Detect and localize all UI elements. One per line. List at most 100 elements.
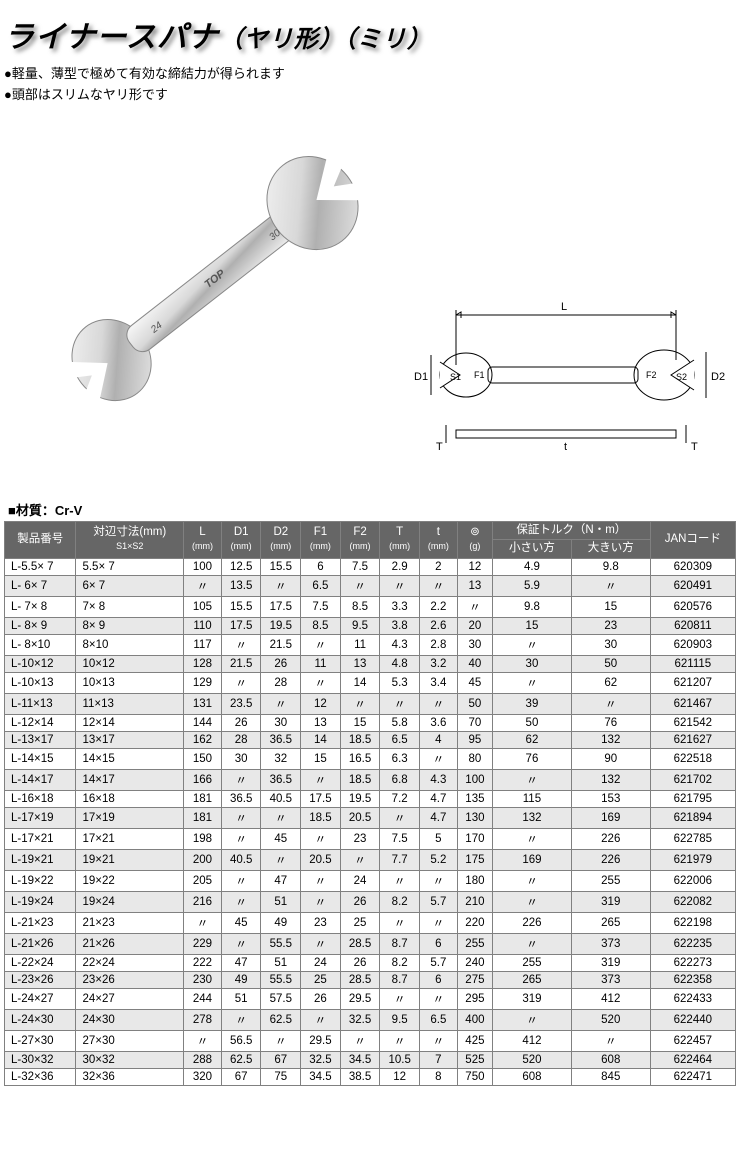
cell: L-17×21 [5,829,76,850]
dim-D2: D2 [711,371,725,383]
cell: 18.5 [340,770,380,791]
cell: 13 [457,576,492,597]
cell: 621979 [650,850,735,871]
wrench-photo: 24 TOP 30 [4,90,424,470]
cell: 〃 [221,808,261,829]
cell: 2.8 [419,635,457,656]
cell: 24 [301,955,341,972]
cell: 〃 [380,871,420,892]
cell: L-5.5× 7 [5,559,76,576]
cell: L-24×27 [5,989,76,1010]
cell: 80 [457,749,492,770]
cell: 45 [457,673,492,694]
cell: 2.2 [419,597,457,618]
cell: 621542 [650,715,735,732]
cell: 20.5 [340,808,380,829]
cell: 620903 [650,635,735,656]
dim-D1: D1 [414,371,428,383]
cell: 198 [184,829,222,850]
cell: 39 [493,694,572,715]
cell: 8.2 [380,955,420,972]
cell: 17.5 [261,597,301,618]
table-row: L-10×1310×13129〃28〃145.33.445〃62621207 [5,673,736,694]
cell: 18.5 [340,732,380,749]
cell: 9.5 [380,1010,420,1031]
col-header: 保証トルク（N・m） [493,521,651,540]
cell: 12.5 [221,559,261,576]
cell: 〃 [380,913,420,934]
cell: 16×18 [76,791,184,808]
cell: 226 [571,829,650,850]
cell: 〃 [493,829,572,850]
cell: 〃 [301,635,341,656]
cell: 180 [457,871,492,892]
cell: L-32×36 [5,1069,76,1086]
dim-t: t [564,441,567,453]
col-header: L(mm) [184,521,222,559]
cell: 14×17 [76,770,184,791]
cell: L-19×22 [5,871,76,892]
cell: 622273 [650,955,735,972]
cell: 〃 [419,694,457,715]
cell: L-16×18 [5,791,76,808]
cell: 51 [261,892,301,913]
col-header: t(mm) [419,521,457,559]
cell: 〃 [221,1010,261,1031]
cell: 〃 [380,694,420,715]
cell: 622785 [650,829,735,850]
col-header: F1(mm) [301,521,341,559]
cell: 11×13 [76,694,184,715]
cell: 〃 [380,1031,420,1052]
cell: 5.9 [493,576,572,597]
cell: 144 [184,715,222,732]
col-header: 製品番号 [5,521,76,559]
cell: 105 [184,597,222,618]
cell: 8.7 [380,972,420,989]
cell: 7 [419,1052,457,1069]
cell: 〃 [184,1031,222,1052]
cell: 6× 7 [76,576,184,597]
table-row: L-17×1917×19181〃〃18.520.5〃4.713013216962… [5,808,736,829]
cell: 200 [184,850,222,871]
cell: 62 [571,673,650,694]
cell: 128 [184,656,222,673]
cell: 3.6 [419,715,457,732]
table-row: L- 8×108×10117〃21.5〃114.32.830〃30620903 [5,635,736,656]
cell: 229 [184,934,222,955]
cell: 4.7 [419,808,457,829]
cell: 275 [457,972,492,989]
cell: 210 [457,892,492,913]
cell: 90 [571,749,650,770]
cell: 162 [184,732,222,749]
table-row: L-19×2219×22205〃47〃24〃〃180〃255622006 [5,871,736,892]
col-header: D2(mm) [261,521,301,559]
col-header: 対辺寸法(mm)S1×S2 [76,521,184,559]
cell: 4.7 [419,791,457,808]
table-row: L-10×1210×1212821.52611134.83.2403050621… [5,656,736,673]
cell: 6 [419,972,457,989]
cell: 169 [493,850,572,871]
cell: 6.8 [380,770,420,791]
cell: 265 [571,913,650,934]
cell: 7.5 [340,559,380,576]
cell: 45 [221,913,261,934]
cell: 520 [571,1010,650,1031]
cell: 21×23 [76,913,184,934]
cell: 〃 [493,892,572,913]
cell: 622006 [650,871,735,892]
cell: 〃 [221,770,261,791]
cell: 129 [184,673,222,694]
page-title: ライナースパナ（ヤリ形）（ミリ） [4,12,736,56]
cell: L-27×30 [5,1031,76,1052]
cell: 622518 [650,749,735,770]
cell: L-22×24 [5,955,76,972]
cell: 55.5 [261,972,301,989]
cell: 21.5 [221,656,261,673]
cell: 28.5 [340,934,380,955]
table-row: L-11×1311×1313123.5〃12〃〃〃5039〃621467 [5,694,736,715]
cell: 226 [571,850,650,871]
cell: 4.8 [380,656,420,673]
cell: 〃 [261,1031,301,1052]
cell: 21.5 [261,635,301,656]
cell: L-17×19 [5,808,76,829]
